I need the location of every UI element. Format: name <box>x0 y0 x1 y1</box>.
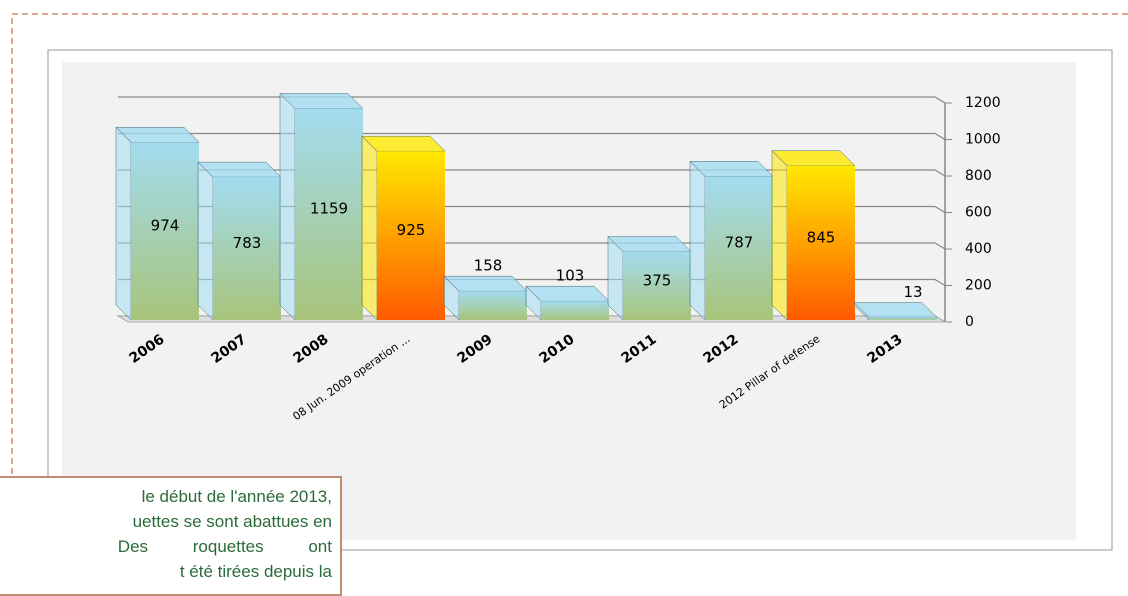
value-label: 925 <box>397 221 426 239</box>
bar-top <box>689 161 774 177</box>
bar <box>705 176 773 320</box>
bar-top <box>361 135 446 152</box>
bar-top <box>443 275 528 292</box>
bar-side <box>689 160 706 321</box>
y-tick-label: 800 <box>965 168 992 184</box>
annotation-line: uettes se sont abattues en <box>132 512 332 531</box>
bar-top <box>607 236 692 252</box>
bar-top <box>115 126 200 143</box>
bar-top <box>197 161 282 178</box>
bar <box>295 108 363 320</box>
frame <box>11 13 1128 596</box>
annotation-line: le début de l'année 2013, <box>141 487 332 506</box>
bar-top <box>525 285 610 302</box>
bar-side <box>197 161 214 321</box>
value-label: 13 <box>903 283 922 301</box>
grid-line <box>118 132 946 141</box>
bar-side <box>361 135 378 321</box>
bar-top <box>771 150 856 167</box>
value-label: 103 <box>556 267 585 285</box>
bar <box>377 151 445 320</box>
y-tick-label: 1200 <box>965 95 1001 111</box>
bar <box>459 291 527 320</box>
annotation-line: Des roquettes ont <box>117 537 332 556</box>
bar <box>869 317 937 320</box>
bar-side <box>279 92 296 321</box>
bar-side <box>115 126 132 321</box>
bar <box>131 142 199 320</box>
y-tick-label: 200 <box>965 278 992 294</box>
value-label: 375 <box>643 271 672 289</box>
value-label: 1159 <box>310 200 348 218</box>
bar-top <box>279 93 364 109</box>
y-tick-label: 400 <box>965 241 992 257</box>
y-tick-label: 0 <box>965 314 974 330</box>
value-label: 787 <box>725 234 754 252</box>
bar-side <box>771 150 788 321</box>
value-label: 158 <box>474 257 503 275</box>
value-label: 974 <box>151 217 180 235</box>
y-tick-label: 1000 <box>965 132 1001 148</box>
bar <box>541 301 609 320</box>
value-label: 783 <box>233 234 262 252</box>
annotation-box: le début de l'année 2013, uettes se sont … <box>0 476 342 596</box>
value-label: 845 <box>807 228 836 246</box>
bar <box>213 177 281 320</box>
annotation-line: t été tirées depuis la <box>179 562 332 581</box>
bar-top <box>853 302 938 318</box>
bar <box>787 165 855 320</box>
bar <box>623 251 691 320</box>
grid-line <box>118 96 946 104</box>
y-tick-label: 600 <box>965 205 992 221</box>
